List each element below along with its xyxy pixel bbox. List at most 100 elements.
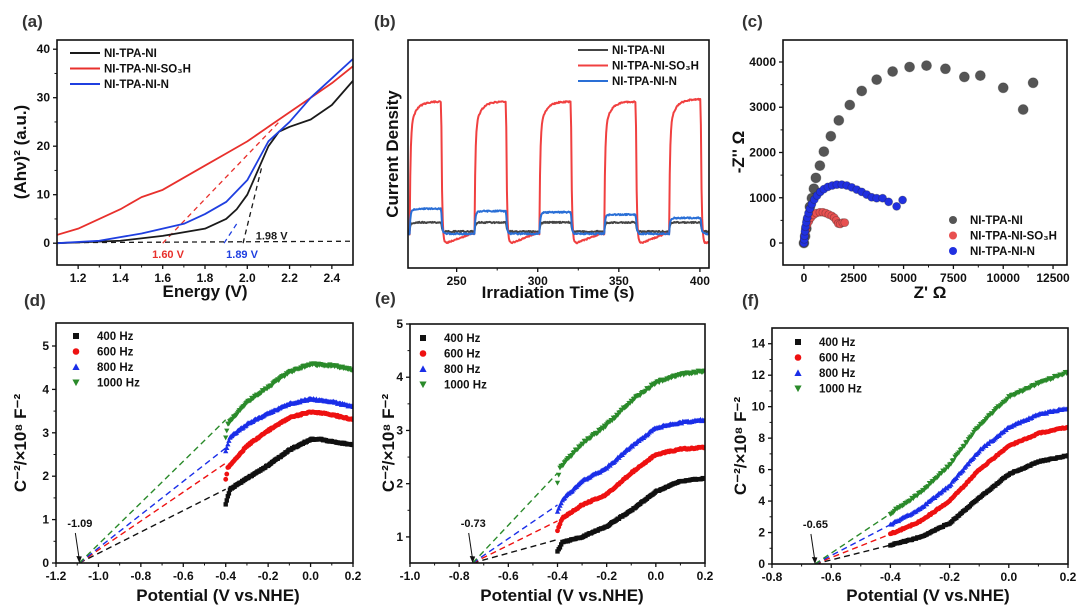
x-tick-label: -1.2 [46, 569, 67, 583]
panel-label: (d) [24, 291, 46, 310]
x-tick-label: 1.8 [197, 271, 214, 285]
x-tick-label: 0 [801, 271, 808, 285]
series-ni-tpa-ni-point [975, 71, 985, 81]
series-ni-tpa-ni-point [811, 173, 821, 183]
series-1000-hz-marker [555, 481, 560, 486]
y-tick-label: 3000 [749, 100, 776, 114]
series-ni-tpa-ni-point [872, 75, 882, 85]
panel-label: (e) [375, 289, 396, 308]
x-tick-label: -0.2 [258, 569, 279, 583]
legend-swatch [949, 247, 957, 255]
y-tick-label: 5 [396, 317, 403, 331]
plot-area [406, 99, 710, 244]
legend-swatch [420, 350, 427, 357]
x-tick-label: -0.2 [939, 570, 960, 584]
y-axis-title: (Ahν)² (a.u.) [11, 105, 30, 199]
annotation-label: 1.60 V [152, 249, 184, 261]
x-tick-label: 0.2 [1060, 570, 1077, 584]
plot-area [57, 59, 353, 243]
series-1000-hz-fit-line [79, 420, 225, 563]
y-tick-label: 6 [758, 463, 765, 477]
y-tick-label: 3 [42, 426, 49, 440]
x-tick-label: 2.2 [281, 271, 298, 285]
y-tick-label: 1 [396, 530, 403, 544]
x-tick-label: 0.0 [647, 569, 664, 583]
x-axis-title: Z' Ω [914, 283, 947, 302]
legend-swatch [72, 363, 79, 370]
series-800-hz-fit-line [473, 505, 558, 563]
annotation-label: 1.89 V [226, 249, 258, 261]
y-tick-label: 4 [396, 370, 403, 384]
y-tick-label: 2 [42, 469, 49, 483]
y-tick-label: 0 [769, 236, 776, 250]
y-tick-label: 40 [37, 42, 51, 56]
chart-panel-c: (c) Z' Ω -Z'' Ω 0 2500 5000 7500 10000 12500 0 100… [729, 12, 1070, 302]
figure: (a)Energy (V)(Ahν)² (a.u.)1.2 1.4 1.6 1.8 2.… [0, 0, 1080, 612]
legend-label: NI-TPA-NI-N [104, 79, 169, 91]
x-tick-label: 0.2 [697, 569, 714, 583]
y-tick-label: 0 [42, 556, 49, 570]
y-axis-title: C⁻²/×10⁸ F⁻² [731, 397, 750, 496]
x-axis-title: Potential (V vs.NHE) [136, 586, 299, 605]
y-axis-title: Current Density [383, 90, 402, 218]
intercept-label: -0.73 [461, 518, 486, 530]
intercept-arrow-line [469, 533, 473, 560]
legend-label: 1000 Hz [97, 378, 140, 390]
x-tick-label: 300 [528, 274, 548, 288]
panel-label: (a) [22, 12, 43, 31]
series-600-hz-marker [224, 472, 229, 477]
plot-area [473, 369, 708, 563]
legend-swatch [73, 333, 79, 339]
chart-panel-e: (e)Potential (V vs.NHE)C⁻²/×10⁸ F⁻²-1.0-… [375, 289, 714, 605]
chart-panel-a: (a)Energy (V)(Ahν)² (a.u.)1.2 1.4 1.6 1.8 2.… [11, 12, 353, 301]
legend-label: 800 Hz [819, 368, 856, 380]
y-tick-label: 14 [752, 337, 766, 351]
x-tick-label: -0.4 [215, 569, 236, 583]
series-ni-tpa-ni-point [845, 100, 855, 110]
y-tick-label: 20 [37, 139, 51, 153]
x-tick-label: 1.2 [70, 271, 87, 285]
y-axis-title: -Z'' Ω [729, 131, 748, 173]
legend-swatch [419, 365, 426, 372]
legend-swatch [949, 232, 957, 240]
series-400-hz-fit-line [815, 545, 890, 564]
x-tick-label: 250 [447, 274, 467, 288]
x-tick-label: 1.6 [154, 271, 171, 285]
legend-label: NI-TPA-NI-N [970, 246, 1035, 258]
series-ni-tpa-ni-point [834, 115, 844, 125]
panel-label: (c) [742, 12, 763, 31]
series-1000-hz-marker [556, 473, 561, 478]
x-tick-label: 5000 [890, 271, 917, 285]
panel-label: (f) [742, 291, 759, 310]
legend-swatch [72, 380, 79, 387]
x-tick-label: -1.0 [400, 569, 421, 583]
x-tick-label: 2.0 [239, 271, 256, 285]
series-1000-hz-marker [224, 429, 229, 434]
legend-label: 600 Hz [444, 349, 481, 361]
legend-label: NI-TPA-NI [612, 45, 665, 57]
intercept-arrow-line [811, 534, 815, 561]
y-tick-label: 8 [758, 431, 765, 445]
series-ni-tpa-ni-line [406, 222, 710, 232]
x-tick-label: -0.8 [449, 569, 470, 583]
x-axis-title: Potential (V vs.NHE) [846, 586, 1009, 605]
plot-area [79, 361, 355, 563]
legend-swatch [419, 382, 426, 389]
series-ni-tpa-ni-point [826, 131, 836, 141]
legend-label: NI-TPA-NI-SO₃H [612, 61, 699, 73]
x-tick-label: 0.0 [302, 569, 319, 583]
y-tick-label: 4 [758, 494, 765, 508]
series-ni-tpa-ni-point [819, 147, 829, 157]
y-tick-label: 10 [37, 188, 51, 202]
series-ni-tpa-ni-so-h-point [841, 219, 849, 227]
x-tick-label: 0.0 [1000, 570, 1017, 584]
legend-label: 400 Hz [819, 337, 856, 349]
series-ni-tpa-ni-n-point [885, 198, 893, 206]
y-tick-label: 4000 [749, 55, 776, 69]
series-400-hz-fit-line [79, 489, 225, 563]
y-tick-label: 10 [752, 400, 766, 414]
legend-swatch [795, 339, 801, 345]
y-tick-label: 3 [396, 423, 403, 437]
legend-swatch [73, 348, 80, 355]
y-tick-label: 4 [42, 382, 49, 396]
